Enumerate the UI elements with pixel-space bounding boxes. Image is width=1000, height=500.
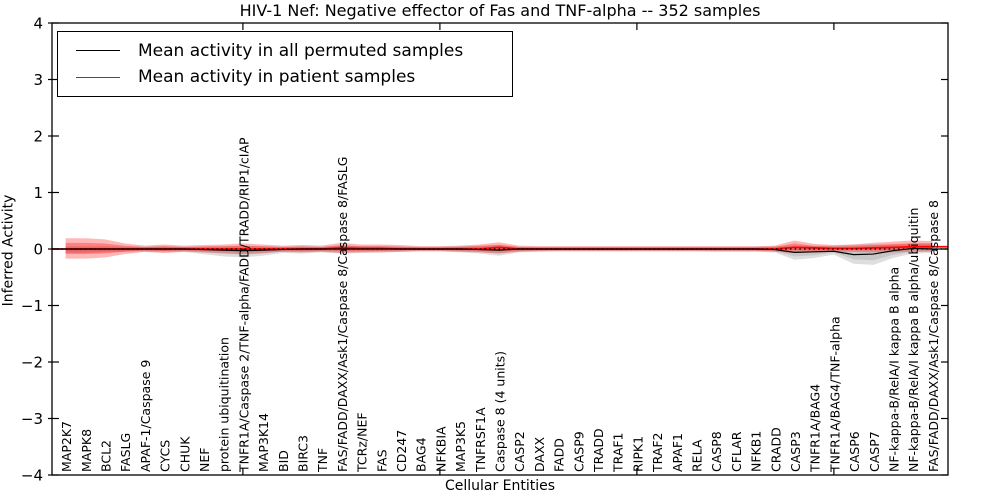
x-category-label: TRADD [591,428,606,473]
x-category-label: CYCS [158,440,173,472]
y-tick-label: 4 [33,15,43,33]
x-category-label: MAPK8 [79,429,94,472]
x-category-label: MAP2K7 [59,421,74,472]
x-category-label: FASLG [118,433,133,472]
x-category-label: NFKBIA [433,426,448,472]
x-category-label: CASP6 [847,431,862,472]
x-category-labels: MAP2K7 MAPK8 BCL2 FASLG APAF-1/Caspase 9 CYCS… [59,137,941,473]
x-category-label: CASP7 [867,431,882,472]
legend-item-permuted: Mean activity in all permuted samples [58,41,512,61]
x-category-label: BAG4 [414,437,429,472]
x-category-label: TCRz/NEF [355,412,370,473]
legend-permuted-line-icon [76,50,120,52]
permuted-mean-line [52,247,948,256]
x-category-label: NFKB1 [749,431,764,472]
x-category-label: RIPK1 [630,436,645,472]
x-category-label: Caspase 8 (4 units) [493,351,508,472]
x-category-label: CASP8 [709,431,724,472]
x-category-label: RELA [690,439,705,472]
legend-permuted-label: Mean activity in all permuted samples [138,40,464,61]
x-category-label: FAS/FADD/DAXX/Ask1/Caspase 8/Caspase 8 [926,200,941,472]
y-axis-label: Inferred Activity [0,194,17,307]
y-axis-ticks: 4 3 2 1 0 −1 −2 −3 −4 [21,15,948,485]
x-category-label: CASP3 [788,431,803,472]
x-category-label: NEF [197,448,212,472]
y-tick-label: −4 [21,467,43,485]
x-category-label: DAXX [532,436,547,472]
plot-area [52,238,948,265]
x-category-label: CRADD [768,427,783,472]
x-category-label: TNFR1A/BAG4/TNF-alpha [827,316,842,473]
y-tick-label: −2 [21,354,43,372]
y-tick-label: 1 [33,184,43,202]
x-category-label: NF-kappa-B/RelA/I kappa B alpha [887,267,902,472]
legend-patient-label: Mean activity in patient samples [138,67,416,88]
x-category-label: FAS [374,449,389,472]
legend-patient-line-icon [76,76,120,78]
legend-item-patient: Mean activity in patient samples [58,67,512,87]
x-category-label: CASP9 [571,431,586,472]
y-tick-label: 0 [33,241,43,259]
x-category-label: CD247 [394,430,409,472]
x-category-label: CASP2 [512,431,527,472]
x-category-label: NF-kappa-B/RelA/I kappa B alpha/ubiquiti… [906,208,921,472]
chart-title: HIV-1 Nef: Negative effector of Fas and … [239,1,761,20]
x-category-label: FADD [552,438,567,472]
x-category-label: protein ubiquitination [217,337,232,472]
y-tick-label: 3 [33,71,43,89]
x-category-label: BID [276,450,291,472]
x-category-label: MAP3K14 [256,413,271,472]
x-category-label: TNF [315,448,330,473]
y-tick-label: 2 [33,128,43,146]
x-category-label: FAS/FADD/DAXX/Ask1/Caspase 8/Caspase 8/F… [335,157,350,472]
x-category-label: BCL2 [99,440,114,472]
x-axis-ticks [242,23,835,475]
x-category-label: CFLAR [729,431,744,472]
x-category-label: TNFR1A/BAG4 [808,384,823,473]
y-tick-label: −3 [21,410,43,428]
x-category-label: APAF1 [670,433,685,472]
x-category-label: TRAF1 [611,432,626,473]
y-tick-label: −1 [21,297,43,315]
x-axis-label: Cellular Entities [444,478,556,494]
legend: Mean activity in all permuted samples Me… [57,31,513,97]
x-category-label: TNFR1A/Caspase 2/TNF-alpha/FADD/TRADD/RI… [236,137,251,473]
x-category-label: CHUK [177,436,192,472]
x-category-label: TNFRSF1A [473,407,488,473]
x-category-label: BIRC3 [296,435,311,472]
x-category-label: TRAF2 [650,432,665,473]
x-category-label: APAF-1/Caspase 9 [138,360,153,472]
x-category-label: MAP3K5 [453,421,468,472]
